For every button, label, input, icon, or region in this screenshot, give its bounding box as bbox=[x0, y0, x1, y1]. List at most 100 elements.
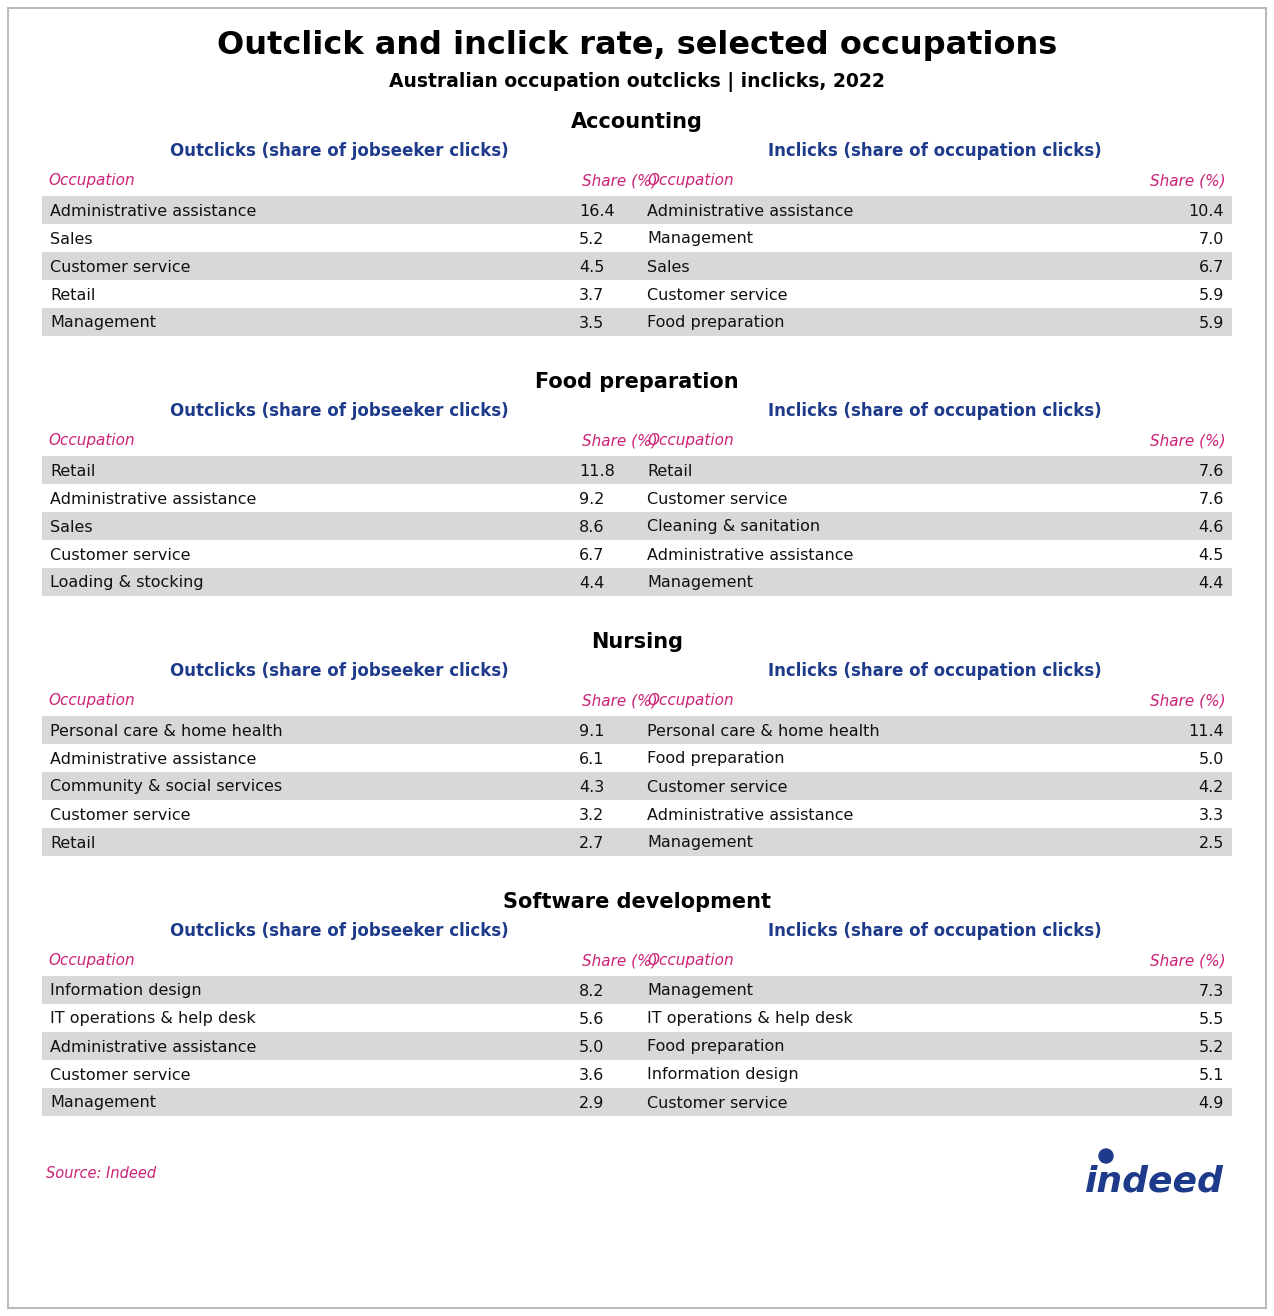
Text: Management: Management bbox=[50, 316, 155, 330]
Text: 5.9: 5.9 bbox=[1199, 316, 1224, 330]
Text: Occupation: Occupation bbox=[647, 953, 734, 969]
Text: Occupation: Occupation bbox=[48, 433, 135, 447]
Text: Retail: Retail bbox=[50, 836, 96, 850]
Text: Management: Management bbox=[647, 836, 753, 850]
Text: 4.3: 4.3 bbox=[578, 779, 604, 795]
Text: Customer service: Customer service bbox=[50, 259, 191, 275]
Text: 7.6: 7.6 bbox=[1199, 463, 1224, 479]
Text: 9.2: 9.2 bbox=[578, 491, 604, 507]
Bar bbox=[42, 512, 1232, 540]
Text: 5.0: 5.0 bbox=[578, 1040, 604, 1054]
Text: 11.8: 11.8 bbox=[578, 463, 615, 479]
Text: Outclicks (share of jobseeker clicks): Outclicks (share of jobseeker clicks) bbox=[171, 401, 508, 420]
Text: Outclicks (share of jobseeker clicks): Outclicks (share of jobseeker clicks) bbox=[171, 662, 508, 680]
Text: 8.2: 8.2 bbox=[578, 983, 604, 999]
Text: Retail: Retail bbox=[647, 463, 692, 479]
Text: Sales: Sales bbox=[50, 232, 93, 246]
Text: Share (%): Share (%) bbox=[582, 694, 657, 708]
Text: Share (%): Share (%) bbox=[1150, 953, 1226, 969]
Text: Customer service: Customer service bbox=[50, 1067, 191, 1083]
Text: Sales: Sales bbox=[647, 259, 689, 275]
Bar bbox=[42, 744, 1232, 772]
Text: 5.9: 5.9 bbox=[1199, 287, 1224, 303]
Text: 6.7: 6.7 bbox=[578, 547, 604, 562]
Text: Customer service: Customer service bbox=[50, 547, 191, 562]
Text: 4.6: 4.6 bbox=[1199, 520, 1224, 534]
Text: Food preparation: Food preparation bbox=[647, 751, 785, 766]
Text: 16.4: 16.4 bbox=[578, 204, 614, 218]
Text: Administrative assistance: Administrative assistance bbox=[50, 204, 256, 218]
Bar bbox=[42, 308, 1232, 336]
Bar bbox=[42, 1059, 1232, 1088]
Text: Occupation: Occupation bbox=[48, 694, 135, 708]
Text: Management: Management bbox=[647, 983, 753, 999]
Text: Share (%): Share (%) bbox=[582, 953, 657, 969]
Bar bbox=[42, 800, 1232, 828]
Text: Outclick and inclick rate, selected occupations: Outclick and inclick rate, selected occu… bbox=[217, 30, 1057, 61]
Bar bbox=[42, 976, 1232, 1004]
Text: Customer service: Customer service bbox=[647, 1095, 787, 1111]
Text: 4.9: 4.9 bbox=[1199, 1095, 1224, 1111]
Text: Retail: Retail bbox=[50, 463, 96, 479]
Bar bbox=[42, 280, 1232, 308]
Text: Food preparation: Food preparation bbox=[647, 316, 785, 330]
Text: Management: Management bbox=[50, 1095, 155, 1111]
Text: Customer service: Customer service bbox=[647, 779, 787, 795]
Bar bbox=[42, 828, 1232, 855]
Text: IT operations & help desk: IT operations & help desk bbox=[647, 1012, 852, 1026]
Bar bbox=[42, 457, 1232, 484]
Text: 5.1: 5.1 bbox=[1199, 1067, 1224, 1083]
Bar bbox=[42, 540, 1232, 569]
Text: Share (%): Share (%) bbox=[582, 433, 657, 447]
Text: Share (%): Share (%) bbox=[1150, 433, 1226, 447]
Text: 5.2: 5.2 bbox=[578, 232, 604, 246]
Text: Customer service: Customer service bbox=[647, 287, 787, 303]
Text: 3.3: 3.3 bbox=[1199, 808, 1224, 822]
Text: 5.5: 5.5 bbox=[1199, 1012, 1224, 1026]
Text: 3.6: 3.6 bbox=[578, 1067, 604, 1083]
Bar bbox=[42, 196, 1232, 224]
Text: 2.7: 2.7 bbox=[578, 836, 604, 850]
Text: Administrative assistance: Administrative assistance bbox=[50, 1040, 256, 1054]
Text: Software development: Software development bbox=[503, 892, 771, 912]
Text: IT operations & help desk: IT operations & help desk bbox=[50, 1012, 256, 1026]
Text: Customer service: Customer service bbox=[647, 491, 787, 507]
Text: Occupation: Occupation bbox=[48, 172, 135, 188]
Text: 9.1: 9.1 bbox=[578, 724, 604, 738]
Text: Australian occupation outclicks | inclicks, 2022: Australian occupation outclicks | inclic… bbox=[389, 72, 885, 92]
Text: 4.2: 4.2 bbox=[1199, 779, 1224, 795]
Text: Share (%): Share (%) bbox=[1150, 172, 1226, 188]
Text: Administrative assistance: Administrative assistance bbox=[50, 751, 256, 766]
Text: Personal care & home health: Personal care & home health bbox=[50, 724, 283, 738]
Text: 5.0: 5.0 bbox=[1199, 751, 1224, 766]
Text: Information design: Information design bbox=[50, 983, 201, 999]
Text: 6.1: 6.1 bbox=[578, 751, 604, 766]
Bar bbox=[42, 251, 1232, 280]
Bar bbox=[42, 224, 1232, 251]
Text: Occupation: Occupation bbox=[48, 953, 135, 969]
Text: 2.5: 2.5 bbox=[1199, 836, 1224, 850]
Text: 8.6: 8.6 bbox=[578, 520, 604, 534]
Text: Share (%): Share (%) bbox=[582, 172, 657, 188]
Text: Cleaning & sanitation: Cleaning & sanitation bbox=[647, 520, 820, 534]
Text: Administrative assistance: Administrative assistance bbox=[647, 547, 854, 562]
Text: Management: Management bbox=[647, 232, 753, 246]
Text: Outclicks (share of jobseeker clicks): Outclicks (share of jobseeker clicks) bbox=[171, 923, 508, 940]
Text: Food preparation: Food preparation bbox=[535, 372, 739, 392]
Text: Administrative assistance: Administrative assistance bbox=[647, 204, 854, 218]
Text: Occupation: Occupation bbox=[647, 172, 734, 188]
Text: 10.4: 10.4 bbox=[1189, 204, 1224, 218]
Text: 7.6: 7.6 bbox=[1199, 491, 1224, 507]
Text: 7.0: 7.0 bbox=[1199, 232, 1224, 246]
Text: Food preparation: Food preparation bbox=[647, 1040, 785, 1054]
Bar bbox=[42, 772, 1232, 800]
Bar bbox=[42, 484, 1232, 512]
Text: Inclicks (share of occupation clicks): Inclicks (share of occupation clicks) bbox=[768, 923, 1101, 940]
Bar bbox=[42, 1088, 1232, 1116]
Text: 4.5: 4.5 bbox=[578, 259, 604, 275]
Text: Information design: Information design bbox=[647, 1067, 799, 1083]
Text: Customer service: Customer service bbox=[50, 808, 191, 822]
Text: 3.5: 3.5 bbox=[578, 316, 604, 330]
Text: 5.6: 5.6 bbox=[578, 1012, 604, 1026]
Text: 4.5: 4.5 bbox=[1199, 547, 1224, 562]
